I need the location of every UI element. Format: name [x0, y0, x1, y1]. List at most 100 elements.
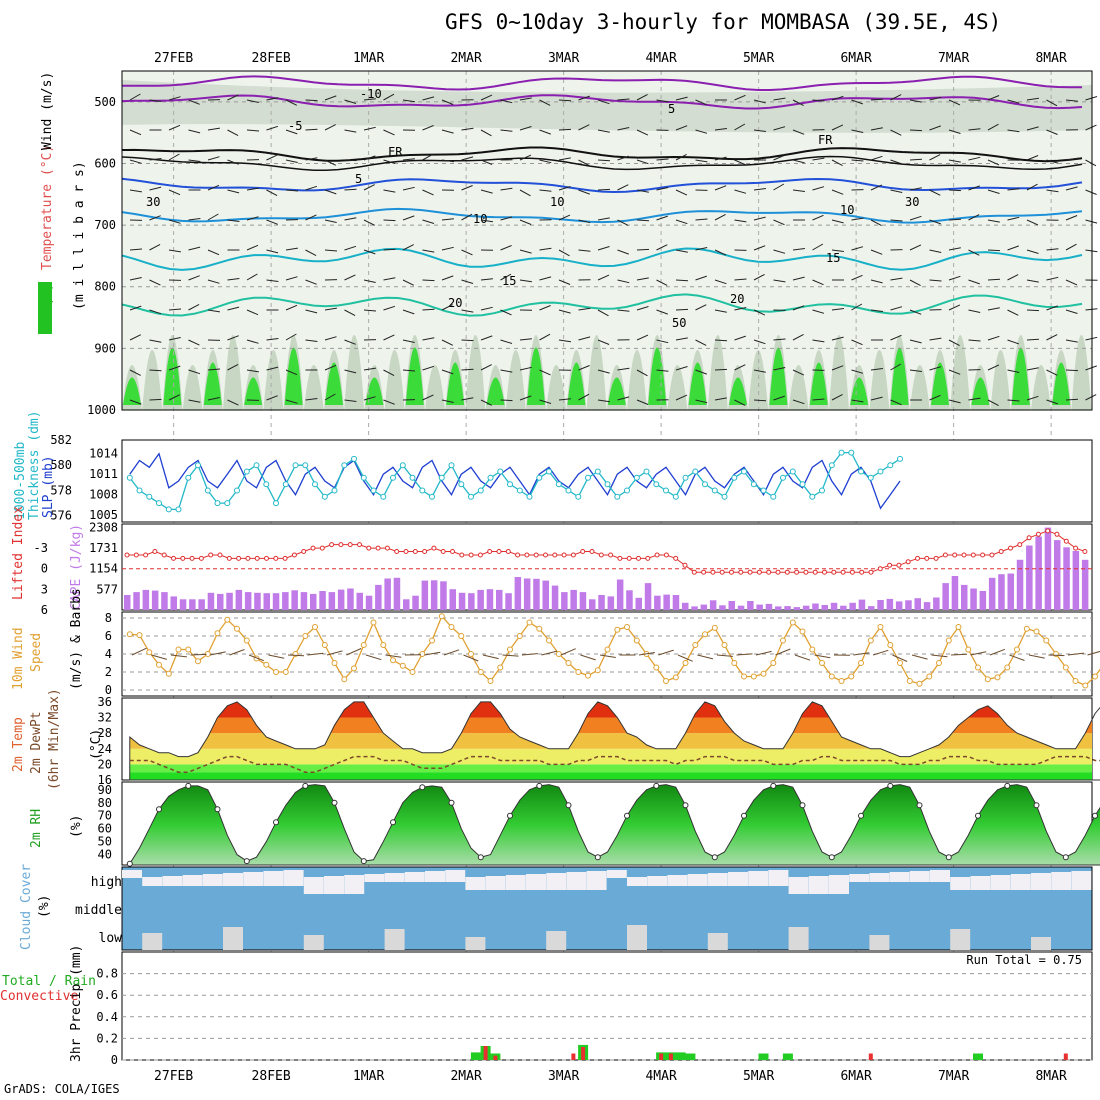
wind-barb: [617, 127, 630, 131]
cape-bar: [691, 606, 698, 610]
cape-bar: [988, 577, 996, 611]
lifted-index-point: [970, 552, 976, 558]
wind-barb: [792, 99, 804, 107]
thickness-line-point: [858, 468, 864, 475]
thickness-line-point: [516, 487, 523, 494]
wind-barb: [480, 364, 492, 371]
cape-bar: [858, 599, 866, 610]
lifted-index-point: [933, 555, 939, 561]
lifted-index-point: [598, 552, 604, 558]
wind-speed-line-point: [1033, 628, 1040, 635]
temp-contour: [121, 293, 1083, 317]
wind10-speed-label: Speed: [29, 633, 44, 672]
cloud-high: [445, 870, 466, 882]
rh-shade: [586, 335, 607, 410]
temp-contour: [121, 155, 1083, 172]
wind-barb: [305, 398, 318, 401]
wind-speed-line-point: [721, 642, 728, 648]
wind-barb: [519, 279, 532, 283]
wind-barb: [344, 129, 357, 133]
rh-shade: [950, 335, 971, 410]
cape-bar: [477, 589, 484, 610]
wind-barb: [285, 304, 298, 311]
contour-label: FR: [388, 145, 403, 159]
wind-barb: [305, 249, 317, 257]
wind-barb: [714, 368, 728, 371]
wind-barb: [617, 155, 629, 161]
rh-shade: [748, 350, 769, 410]
cape-bar: [198, 599, 205, 611]
wind-barb: [1065, 215, 1078, 221]
cloud-low: [1031, 937, 1051, 950]
wind-barb: [636, 306, 649, 311]
rh-shade-wet: [567, 362, 586, 405]
wind-barb: [363, 279, 376, 283]
wind-speed-line-point: [224, 616, 231, 623]
thickness-line-point: [819, 487, 825, 494]
wind-barb: [246, 99, 259, 103]
cape-bar: [449, 589, 456, 610]
wind-barb: [656, 339, 669, 344]
wind-tick: 6: [105, 629, 112, 643]
wind10-barb: [638, 652, 655, 656]
wind-barb: [753, 99, 766, 104]
wind-barb: [968, 128, 981, 131]
wind10-barb: [872, 649, 889, 656]
wind-barb: [636, 369, 648, 377]
cloud-high: [425, 871, 445, 882]
cloud-high: [586, 871, 607, 890]
lifted-index-point: [477, 552, 483, 558]
wind-barb: [753, 339, 766, 345]
thickness-line-point: [263, 481, 270, 488]
cloud-high: [869, 873, 890, 882]
thickness-line-point: [711, 487, 718, 494]
wind-barb: [500, 339, 513, 344]
rh-shade: [182, 365, 203, 410]
contour-label: 10: [840, 203, 854, 217]
wind-barb: [1046, 189, 1059, 193]
cloud-low: [546, 931, 567, 950]
wind-barb: [597, 246, 610, 251]
wind-speed-line-point: [994, 674, 1001, 681]
wind-barb: [558, 157, 571, 161]
wind-barb: [149, 215, 161, 221]
wind-barb: [266, 395, 278, 401]
temp-tick: 16: [98, 773, 112, 787]
thickness-line-point: [663, 487, 669, 494]
wind-barb: [285, 189, 299, 192]
wind-barb: [695, 159, 708, 163]
cape-bar: [626, 590, 633, 610]
wind-barb: [851, 129, 864, 133]
wind10-barb: [346, 648, 362, 656]
rh-tick: 40: [98, 848, 112, 862]
wind-barb: [968, 214, 980, 221]
contour-label: 30: [146, 195, 160, 209]
wind-barb: [149, 398, 162, 401]
cloud-high: [122, 870, 142, 878]
wind-barb: [773, 395, 785, 401]
wind-barb: [1065, 369, 1079, 372]
wind-barb: [266, 338, 279, 341]
wind-barb: [1026, 338, 1040, 341]
rh-shade: [303, 365, 324, 410]
wind-barb: [402, 99, 415, 103]
wind-barb: [558, 128, 572, 131]
thickness-line-point: [828, 462, 835, 469]
wind-barb: [500, 399, 513, 402]
wind-barb: [753, 129, 766, 132]
rh-point: [887, 782, 894, 789]
wind10-barb: [424, 651, 441, 656]
cape-bar: [310, 593, 317, 610]
wind-barb: [500, 216, 513, 221]
thickness-line-point: [750, 481, 757, 488]
wind-barb: [539, 189, 552, 192]
date-label-bottom: 28FEB: [252, 1069, 291, 1084]
wind-barb: [890, 363, 902, 371]
wind-speed-line-point: [185, 646, 192, 653]
wind-speed-line-point: [409, 669, 416, 675]
wind-speed-line-point: [516, 633, 523, 639]
lifted-index-point: [961, 552, 967, 558]
rh-point: [799, 802, 806, 809]
wind-speed-line-point: [965, 646, 972, 653]
cape-bar: [551, 585, 559, 610]
